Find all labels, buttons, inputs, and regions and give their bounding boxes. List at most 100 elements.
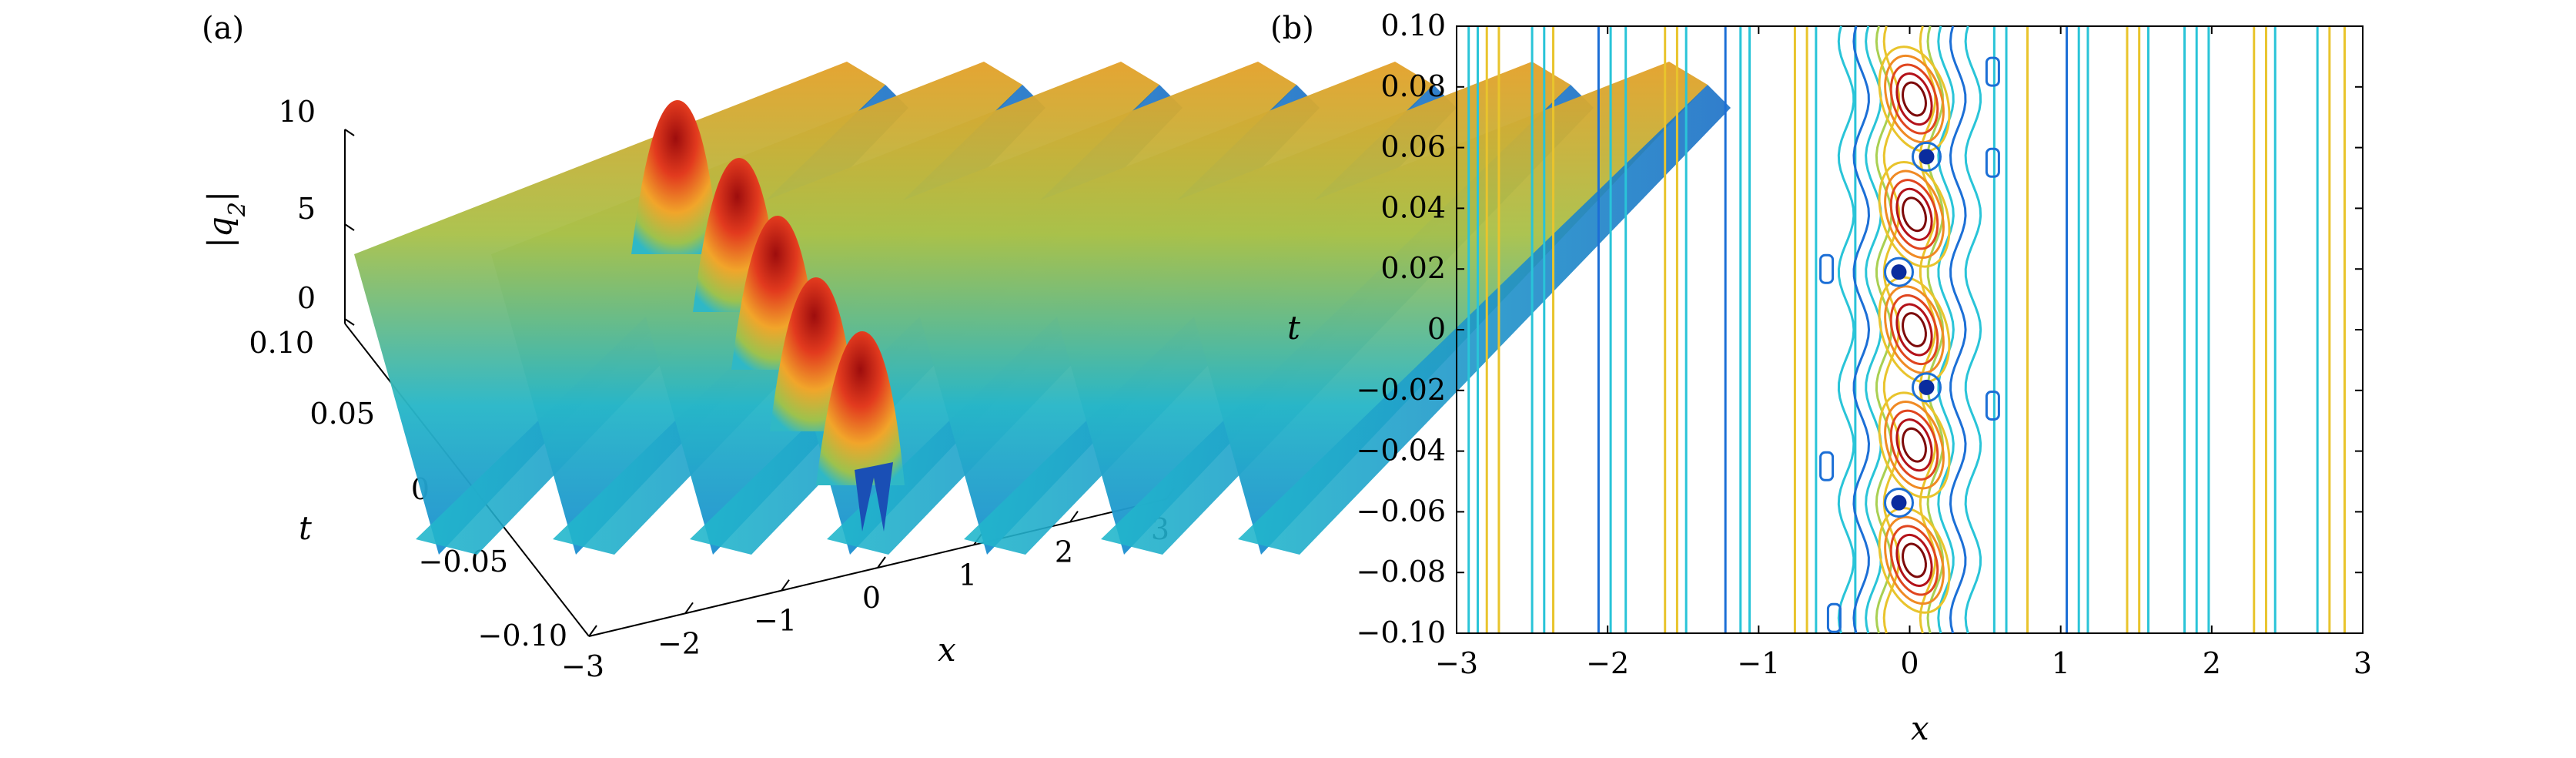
panel-label-a: (a): [202, 11, 244, 46]
peak-contour: [1878, 391, 1951, 499]
t-tick-label-m0.10: −0.10: [478, 619, 567, 652]
peak-contour: [1889, 293, 1939, 366]
z-tick-label-10: 10: [279, 95, 316, 129]
peak-contour: [1884, 54, 1945, 144]
peak-contour: [1895, 533, 1933, 587]
y-tick-label-b: −0.02: [1357, 373, 1446, 407]
central-contour: [1949, 25, 1967, 634]
panel-label-b: (b): [1270, 11, 1314, 46]
y-tick-label-b: 0.04: [1380, 190, 1446, 224]
surface-ridge: [1176, 62, 1708, 555]
x-tick-label-b: 0: [1900, 646, 1919, 680]
minimum-dot: [1891, 495, 1907, 511]
z-tick-label-0: 0: [297, 281, 316, 315]
x-tick-label-a: 1: [958, 558, 977, 592]
minimum-ring: [1912, 141, 1942, 172]
central-contour: [1937, 25, 1955, 634]
minimum-ring: [1884, 257, 1914, 287]
peak-contour: [1902, 312, 1927, 347]
surface: [354, 62, 1731, 555]
z-axis-title: |q2|: [201, 191, 251, 248]
y-ticks-b: 0.10 0.08 0.06 0.04 0.02 0 −0.02 −0.04 −0.06 −0.0…: [1357, 8, 2363, 649]
peak-contour: [1884, 285, 1945, 374]
z-tick-5: [344, 223, 355, 231]
x-tick-label-a: −2: [657, 626, 701, 660]
peak-contour: [1902, 196, 1927, 233]
y-tick-label-b: −0.06: [1357, 494, 1446, 528]
peak-contour: [1895, 303, 1933, 357]
z-tick-10: [344, 129, 355, 136]
peak-contour: [1884, 401, 1945, 490]
x-axis-title-a: x: [938, 631, 956, 669]
minimum-ring: [1912, 372, 1942, 403]
x-tick-label-b: −1: [1737, 646, 1780, 680]
peak-contour: [1878, 45, 1951, 153]
central-peak: [631, 100, 720, 254]
central-contour: [1964, 25, 1982, 634]
x-tick-label-b: −3: [1435, 646, 1478, 680]
vertical-contours: [1467, 27, 2346, 632]
central-contour: [1837, 25, 1855, 634]
central-contour: [1852, 25, 1871, 634]
minimum-dot: [1919, 379, 1935, 395]
central-peak: [816, 331, 905, 485]
central-contours: [1819, 25, 2000, 634]
z-tick-0: [344, 318, 355, 326]
peak-contour: [1884, 515, 1945, 605]
side-island-contour: [1985, 56, 2000, 87]
y-tick-label-b: −0.10: [1357, 615, 1446, 649]
side-island-contour: [1985, 391, 2000, 421]
side-island-contour: [1819, 253, 1835, 284]
surface-ridge-shadow: [1238, 85, 1731, 555]
contour-plot-panel: 0.10 0.08 0.06 0.04 0.02 0 −0.02 −0.04 −0.06 −0.0…: [1287, 8, 2372, 747]
peak-contour: [1895, 72, 1933, 126]
x-axis-title-b: x: [1911, 709, 1929, 747]
x-tick-label-a: 2: [1055, 535, 1073, 569]
y-tick-label-b: −0.04: [1357, 434, 1446, 468]
t-tick-label-0.10: 0.10: [249, 326, 314, 360]
y-tick-label-b: 0.06: [1380, 130, 1446, 164]
y-tick-label-b: 0: [1427, 312, 1446, 346]
peak-contour: [1884, 169, 1945, 259]
x-tick-label-a: −1: [754, 604, 797, 638]
y-tick-label-b: 0.08: [1380, 69, 1446, 103]
side-island-contour: [1985, 147, 2000, 178]
x-tick-a: [781, 579, 790, 592]
peak-contour: [1889, 409, 1939, 481]
dip-spike: [855, 462, 893, 532]
x-tick-label-b: 3: [2354, 646, 2372, 680]
peak-contour: [1895, 187, 1933, 241]
peak-contour: [1878, 160, 1951, 268]
side-island-contour: [1819, 451, 1835, 481]
peak-contour: [1889, 525, 1939, 596]
x-tick-a: [588, 625, 597, 637]
y-tick-label-b: −0.08: [1357, 555, 1446, 589]
x-tick-a: [877, 556, 886, 568]
peak-contour: [1902, 427, 1927, 463]
central-contour: [1919, 25, 1937, 634]
peak-contour: [1878, 276, 1951, 384]
minimum-dot: [1919, 149, 1935, 165]
minimum-dot: [1891, 264, 1907, 280]
x-ticks-b: −3 −2 −1 0 1 2 3: [1435, 26, 2372, 680]
y-tick-label-b: 0.10: [1380, 8, 1446, 42]
peak-contour: [1889, 63, 1939, 135]
peak-contour: [1902, 542, 1927, 579]
x-tick-label-b: 2: [2203, 646, 2221, 680]
peak-contour: [1878, 507, 1951, 614]
x-tick-a: [684, 602, 694, 614]
side-island-contour: [1826, 602, 1842, 633]
surface-plot-panel: 10 5 0 |q2| 0.10 0.05 0 −0.05 −0.10 t −3…: [201, 62, 1731, 683]
peak-contour: [1895, 418, 1933, 472]
t-axis-title-a: t: [299, 509, 312, 547]
t-tick-label-0.05: 0.05: [309, 397, 375, 431]
peak-contour: [1902, 81, 1927, 117]
minimum-ring: [1884, 488, 1914, 518]
x-tick-label-a: 0: [862, 581, 881, 615]
x-tick-label-a: −3: [561, 649, 604, 683]
svg-text:|q2|: |q2|: [201, 191, 251, 248]
y-axis-title-b: t: [1287, 309, 1300, 347]
x-tick-label-b: −2: [1586, 646, 1629, 680]
z-tick-label-5: 5: [297, 192, 316, 226]
